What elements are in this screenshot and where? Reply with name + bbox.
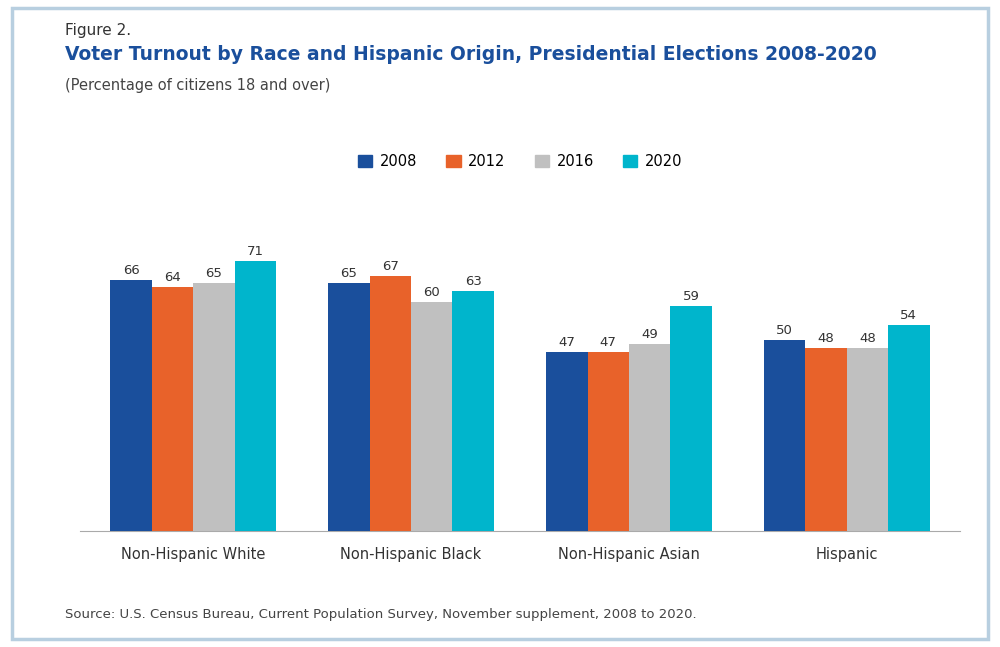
Legend: 2008, 2012, 2016, 2020: 2008, 2012, 2016, 2020: [352, 149, 688, 175]
Bar: [670, 306, 712, 531]
Bar: [588, 352, 629, 531]
Text: Voter Turnout by Race and Hispanic Origin, Presidential Elections 2008-2020: Voter Turnout by Race and Hispanic Origi…: [65, 45, 877, 64]
Bar: [764, 340, 805, 531]
Text: (Percentage of citizens 18 and over): (Percentage of citizens 18 and over): [65, 78, 330, 93]
Bar: [546, 352, 588, 531]
Bar: [370, 276, 411, 531]
Bar: [235, 261, 276, 531]
Text: 64: 64: [164, 271, 181, 284]
Bar: [193, 283, 235, 531]
Text: 63: 63: [465, 275, 482, 288]
Text: 48: 48: [859, 332, 876, 345]
Bar: [152, 287, 193, 531]
Text: 47: 47: [600, 336, 617, 349]
Text: 60: 60: [423, 287, 440, 300]
Text: 49: 49: [641, 328, 658, 341]
Text: 47: 47: [558, 336, 575, 349]
Text: 66: 66: [123, 263, 140, 277]
Bar: [629, 344, 670, 531]
Bar: [847, 348, 888, 531]
Text: Figure 2.: Figure 2.: [65, 23, 131, 38]
Text: 65: 65: [206, 267, 222, 280]
Bar: [888, 325, 930, 531]
Text: Source: U.S. Census Bureau, Current Population Survey, November supplement, 2008: Source: U.S. Census Bureau, Current Popu…: [65, 608, 697, 621]
Bar: [110, 280, 152, 531]
Bar: [805, 348, 847, 531]
Text: 59: 59: [683, 291, 699, 303]
Text: 48: 48: [818, 332, 834, 345]
Text: 67: 67: [382, 260, 399, 273]
Text: 50: 50: [776, 324, 793, 338]
Bar: [452, 291, 494, 531]
Text: 54: 54: [900, 309, 917, 322]
Text: 65: 65: [341, 267, 357, 280]
Bar: [411, 303, 452, 531]
Text: 71: 71: [247, 245, 264, 258]
Bar: [328, 283, 370, 531]
